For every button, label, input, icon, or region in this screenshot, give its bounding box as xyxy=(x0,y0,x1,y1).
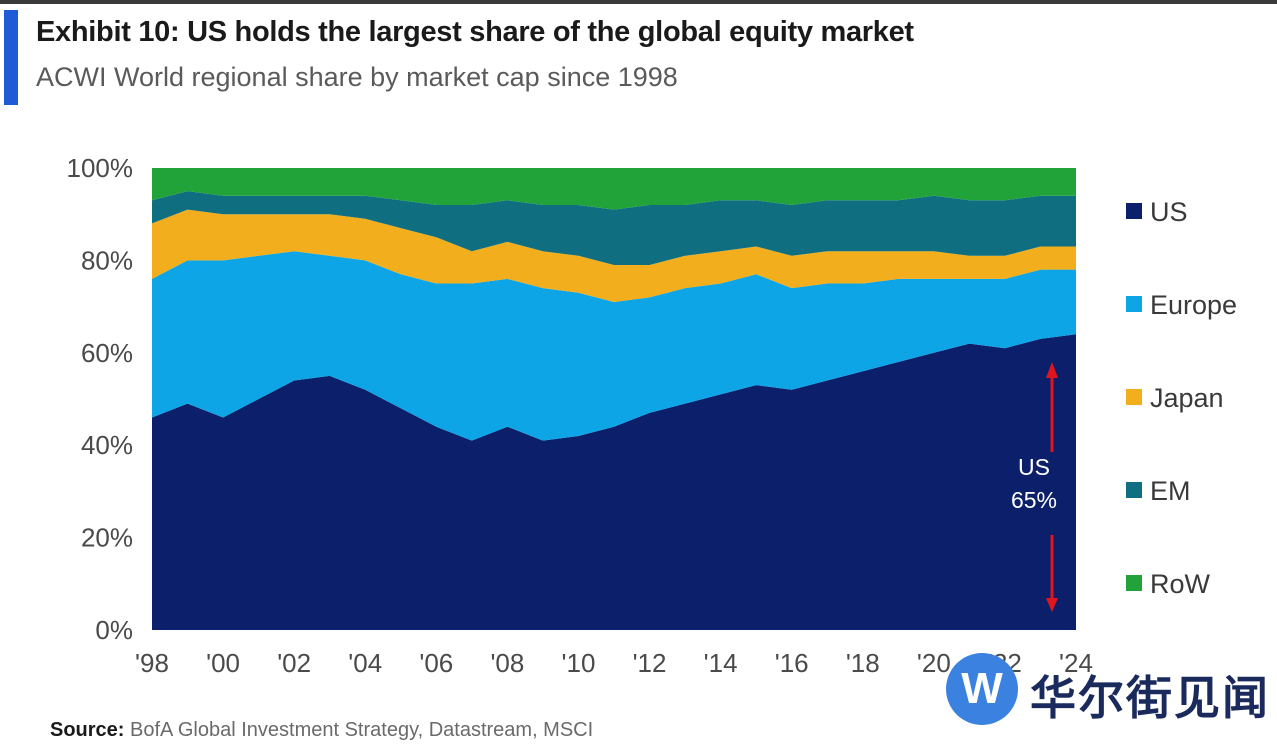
legend-swatch-us xyxy=(1126,203,1142,219)
x-tick-label: '24 xyxy=(1059,648,1093,678)
legend-swatch-em xyxy=(1126,482,1142,498)
y-tick-label: 0% xyxy=(95,615,133,645)
area-em xyxy=(152,191,1076,265)
chart-subtitle: ACWI World regional share by market cap … xyxy=(36,62,678,92)
legend-label-japan: Japan xyxy=(1150,383,1224,413)
y-tick-label: 100% xyxy=(67,153,134,183)
watermark-text: 华尔街见闻 xyxy=(1030,671,1270,725)
area-europe xyxy=(152,251,1076,441)
legend: US Europe Japan EM RoW xyxy=(1126,197,1237,599)
x-tick-label: '04 xyxy=(348,648,382,678)
x-tick-label: '18 xyxy=(846,648,880,678)
area-series-group xyxy=(152,168,1076,630)
annotation-label-share: 65% xyxy=(1011,487,1057,513)
y-tick-label: 20% xyxy=(81,523,133,553)
legend-swatch-row xyxy=(1126,575,1142,591)
x-tick-label: '10 xyxy=(562,648,596,678)
source-text: BofA Global Investment Strategy, Datastr… xyxy=(130,719,594,741)
us-share-annotation: US 65% xyxy=(1011,362,1058,612)
legend-label-row: RoW xyxy=(1150,569,1211,599)
x-tick-label: '02 xyxy=(277,648,311,678)
legend-label-em: EM xyxy=(1150,476,1191,506)
legend-label-us: US xyxy=(1150,197,1188,227)
y-axis-ticks: 0% 20% 40% 60% 80% 100% xyxy=(67,153,134,645)
arrow-up-icon xyxy=(1046,362,1058,378)
area-us xyxy=(152,334,1076,630)
chart-title: Exhibit 10: US holds the largest share o… xyxy=(36,16,914,48)
legend-swatch-europe xyxy=(1126,296,1142,312)
x-tick-label: '14 xyxy=(704,648,738,678)
area-japan xyxy=(152,209,1076,302)
x-tick-label: '16 xyxy=(775,648,809,678)
x-tick-label: '98 xyxy=(135,648,169,678)
source-label: Source: xyxy=(50,719,125,741)
x-tick-label: '12 xyxy=(633,648,667,678)
source-note: Source: BofA Global Investment Strategy,… xyxy=(50,719,593,742)
y-tick-label: 40% xyxy=(81,430,133,460)
top-border xyxy=(0,0,1277,4)
x-tick-label: '20 xyxy=(917,648,951,678)
legend-label-europe: Europe xyxy=(1150,290,1237,320)
annotation-label-us: US xyxy=(1018,454,1050,480)
x-tick-label: '06 xyxy=(419,648,453,678)
watermark-logo-icon: W xyxy=(946,653,1018,725)
watermark: W 华尔街见闻 xyxy=(946,650,1276,730)
y-tick-label: 60% xyxy=(81,338,133,368)
x-tick-label: '00 xyxy=(206,648,240,678)
legend-swatch-japan xyxy=(1126,389,1142,405)
arrow-down-icon xyxy=(1046,598,1058,612)
x-tick-label: '08 xyxy=(490,648,524,678)
x-axis-ticks: '98'00'02'04'06'08'10'12'14'16'18'20'22'… xyxy=(135,648,1093,678)
area-row xyxy=(152,168,1076,210)
y-tick-label: 80% xyxy=(81,245,133,275)
title-accent-bar xyxy=(4,10,18,105)
